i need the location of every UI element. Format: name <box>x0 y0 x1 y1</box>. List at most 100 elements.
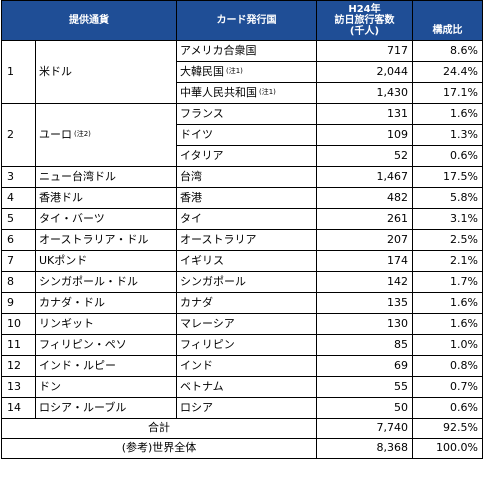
total-row: 合計 7,740 92.5% <box>1 418 483 439</box>
currency-name: 米ドル <box>39 64 72 78</box>
currency-cell: UKポンド <box>35 250 177 272</box>
table-row: 1 米ドル アメリカ合衆国 717 8.6% <box>1 40 483 104</box>
table-row: 中華人民共和国 (注1) 1,430 17.1% <box>2 82 483 104</box>
visitors-cell: 109 <box>316 124 413 146</box>
row-number: 2 <box>1 103 36 167</box>
currency-name: フィリピン・ペソ <box>39 337 127 351</box>
visitors-cell: 261 <box>316 208 413 230</box>
table-body: 1 米ドル アメリカ合衆国 717 8.6% 大韓民国 (注1) 2,044 24.4% 中華人民… <box>1 40 483 419</box>
country-cell: カナダ <box>176 292 317 314</box>
world-share: 100.0% <box>412 438 483 459</box>
row-number: 5 <box>1 208 36 230</box>
visitor-currency-table: 提供通貨 カード発行国 H24年 訪日旅行客数 (千人) 構成比 1 米ドル アメリ… <box>1 0 483 459</box>
total-label: 合計 <box>1 418 317 439</box>
row-number: 13 <box>1 376 36 398</box>
currency-cell: オーストラリア・ドル <box>35 229 177 251</box>
visitors-cell: 50 <box>316 397 413 419</box>
country-name: イタリア <box>180 148 224 162</box>
country-cell: 大韓民国 (注1) <box>176 61 317 83</box>
country-name: フランス <box>180 106 224 120</box>
world-row: (参考)世界全体 8,368 100.0% <box>1 438 483 459</box>
visitors-cell: 482 <box>316 187 413 209</box>
country-cell: タイ <box>176 208 317 230</box>
currency-cell: リンギット <box>35 313 177 335</box>
country-cell: イギリス <box>176 250 317 272</box>
country-name: タイ <box>180 211 202 225</box>
table-row: 2 ユーロ (注2) フランス 131 1.6% <box>1 103 483 167</box>
country-name: イギリス <box>180 253 224 267</box>
table-row: 6 オーストラリア・ドル オーストラリア 207 2.5% <box>1 229 483 251</box>
country-name: カナダ <box>180 295 213 309</box>
country-name: マレーシア <box>180 316 235 330</box>
country-cell: インド <box>176 355 317 377</box>
currency-cell: インド・ルピー <box>35 355 177 377</box>
country-cell: フランス <box>176 103 317 125</box>
currency-name: ロシア・ルーブル <box>39 400 127 414</box>
table-row: 13 ドン ベトナム 55 0.7% <box>1 376 483 398</box>
share-cell: 0.6% <box>412 145 483 167</box>
country-name: 香港 <box>180 190 202 204</box>
share-cell: 1.7% <box>412 271 483 293</box>
visitors-cell: 2,044 <box>316 61 413 83</box>
share-cell: 8.6% <box>412 40 483 62</box>
visitors-cell: 69 <box>316 355 413 377</box>
currency-name: シンガポール・ドル <box>39 274 138 288</box>
table-row: 9 カナダ・ドル カナダ 135 1.6% <box>1 292 483 314</box>
visitors-cell: 135 <box>316 292 413 314</box>
country-name: フィリピン <box>180 337 235 351</box>
currency-cell: タイ・バーツ <box>35 208 177 230</box>
share-cell: 17.5% <box>412 166 483 188</box>
country-name: インド <box>180 358 213 372</box>
row-number: 8 <box>1 271 36 293</box>
table-row: 11 フィリピン・ペソ フィリピン 85 1.0% <box>1 334 483 356</box>
header-share: 構成比 <box>412 20 483 41</box>
share-cell: 1.0% <box>412 334 483 356</box>
country-name: オーストラリア <box>180 232 257 246</box>
world-visitors: 8,368 <box>316 438 413 459</box>
total-share: 92.5% <box>412 418 483 439</box>
country-name: 台湾 <box>180 169 202 183</box>
currency-cell: ドン <box>35 376 177 398</box>
table-row: イタリア 52 0.6% <box>2 145 483 167</box>
share-cell: 1.6% <box>412 313 483 335</box>
row-number: 6 <box>1 229 36 251</box>
currency-cell: 米ドル <box>35 40 177 104</box>
country-note: (注1) <box>259 88 276 97</box>
currency-cell: ユーロ (注2) <box>35 103 177 167</box>
country-cell: フィリピン <box>176 334 317 356</box>
country-cell: アメリカ合衆国 <box>176 40 317 62</box>
row-number: 14 <box>1 397 36 419</box>
country-cell: ロシア <box>176 397 317 419</box>
row-number: 12 <box>1 355 36 377</box>
country-cell: マレーシア <box>176 313 317 335</box>
visitors-cell: 85 <box>316 334 413 356</box>
country-name: シンガポール <box>180 274 246 288</box>
currency-name: カナダ・ドル <box>39 295 105 309</box>
share-cell: 5.8% <box>412 187 483 209</box>
country-cell: 台湾 <box>176 166 317 188</box>
row-number: 11 <box>1 334 36 356</box>
share-cell: 2.1% <box>412 250 483 272</box>
table-row: 大韓民国 (注1) 2,044 24.4% <box>2 61 483 83</box>
currency-cell: シンガポール・ドル <box>35 271 177 293</box>
table-row: 5 タイ・バーツ タイ 261 3.1% <box>1 208 483 230</box>
country-name: ベトナム <box>180 379 224 393</box>
country-cell: シンガポール <box>176 271 317 293</box>
country-note: (注1) <box>226 67 243 76</box>
row-number: 1 <box>1 40 36 104</box>
country-cell: イタリア <box>176 145 317 167</box>
share-cell: 3.1% <box>412 208 483 230</box>
country-cell: 中華人民共和国 (注1) <box>176 82 317 104</box>
share-cell: 24.4% <box>412 61 483 83</box>
row-number: 3 <box>1 166 36 188</box>
share-cell: 1.6% <box>412 103 483 125</box>
row-number: 7 <box>1 250 36 272</box>
visitors-cell: 52 <box>316 145 413 167</box>
currency-name: インド・ルピー <box>39 358 116 372</box>
country-name: 大韓民国 <box>180 64 224 78</box>
share-cell: 17.1% <box>412 82 483 104</box>
header-visitors-line1: H24年 <box>348 4 381 15</box>
currency-cell: フィリピン・ペソ <box>35 334 177 356</box>
visitors-cell: 131 <box>316 103 413 125</box>
world-label: (参考)世界全体 <box>1 438 317 459</box>
